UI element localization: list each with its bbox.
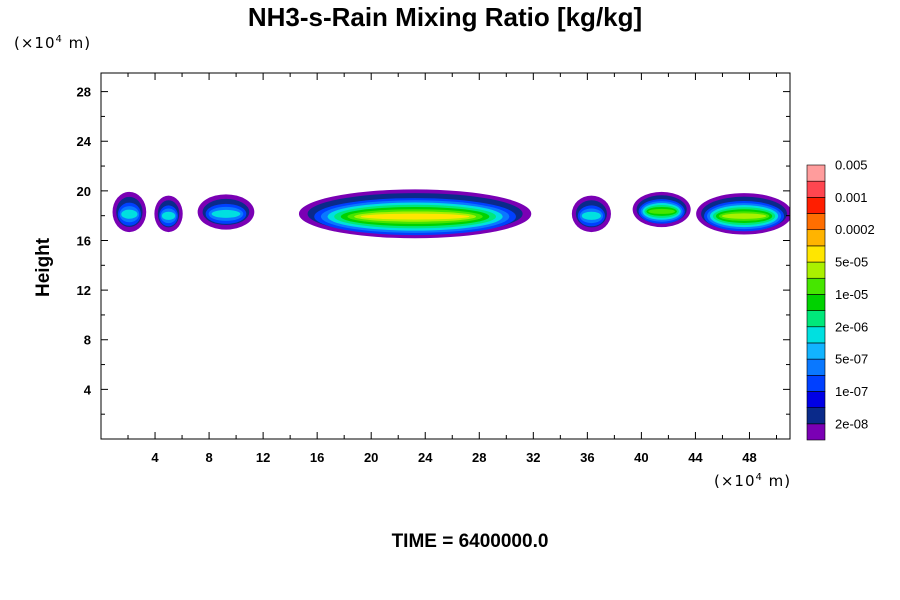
x-tick-label: 36 [580,450,594,465]
contour-feature-0 [112,191,147,233]
colorbar-label: 2e-06 [835,319,868,334]
colorbar-label: 2e-08 [835,416,868,431]
colorbar-label: 5e-07 [835,352,868,367]
colorbar-swatch [806,180,826,198]
colorbar-swatch [806,326,826,344]
colorbar-label: 0.005 [835,158,868,173]
colorbar-swatch [806,358,826,376]
x-tick-label: 16 [310,450,324,465]
colorbar-swatch [806,213,826,231]
y-tick-label: 12 [77,283,91,298]
contour-fields [112,189,790,239]
colorbar-swatch [806,229,826,247]
y-tick-label: 8 [84,333,91,348]
colorbar-swatch [806,342,826,360]
x-tick-label: 4 [151,450,159,465]
colorbar-swatch [806,423,826,441]
colorbar-swatch [806,391,826,408]
colorbar-swatch [806,374,826,392]
colorbar-swatch [806,261,826,279]
x-tick-label: 32 [526,450,540,465]
contour-feature-1 [154,195,183,233]
x-tick-label: 48 [742,450,756,465]
contour-feature-4 [571,195,611,233]
x-tick-label: 44 [688,450,703,465]
colorbar-swatch [806,310,826,328]
colorbar-swatch [806,294,826,311]
colorbar-swatch [806,164,826,182]
x-tick-label: 20 [364,450,378,465]
contour-level [648,208,676,214]
colorbar-label: 0.0002 [835,222,875,237]
y-unit-label: (×104 m) [14,34,92,52]
colorbar-swatch [806,407,826,425]
colorbar-swatch [806,277,826,295]
colorbar-swatch [806,245,826,263]
contour-level [360,213,470,220]
colorbar: 2e-08 1e-07 5e-07 2e-06 1e-05 5e-05 0.0002 0.00… [806,158,875,441]
contour-level [211,209,241,218]
contour-feature-5 [632,191,691,228]
contour-level [161,211,176,220]
time-label: TIME = 6400000.0 [391,531,549,552]
colorbar-label: 0.001 [835,190,868,205]
colorbar-swatch [806,197,826,214]
x-tick-label: 24 [418,450,433,465]
colorbar-label: 1e-07 [835,384,868,399]
plot-frame [100,72,791,440]
contour-level [581,211,602,220]
x-tick-label: 12 [256,450,270,465]
x-unit-label: (×104 m) [714,472,792,490]
colorbar-label: 1e-05 [835,287,868,302]
contour-level [121,209,138,219]
y-tick-label: 20 [77,184,91,199]
x-tick-label: 40 [634,450,648,465]
y-tick-label: 4 [84,382,92,397]
y-tick-label: 28 [77,85,91,100]
x-tick-label: 8 [205,450,212,465]
contour-feature-3 [298,189,532,239]
contour-feature-6 [696,193,790,235]
x-tick-label: 28 [472,450,486,465]
chart-title: NH3-s-Rain Mixing Ratio [kg/kg] [247,2,643,32]
contour-level [721,213,767,219]
contour-feature-2 [197,194,255,230]
y-tick-label: 24 [77,134,92,149]
y-tick-label: 16 [77,233,91,248]
colorbar-label: 5e-05 [835,255,868,270]
